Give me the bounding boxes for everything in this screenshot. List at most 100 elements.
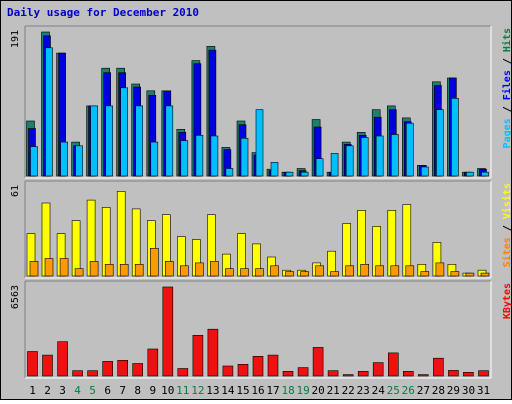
sites-bar-day-22 bbox=[345, 265, 355, 277]
pages-bar-day-9 bbox=[150, 141, 159, 177]
panel-hits-files-pages: 191 Pages / Files / Hits bbox=[10, 25, 512, 179]
day-label-13: 13 bbox=[206, 384, 219, 397]
sites-bar-day-30 bbox=[465, 272, 475, 277]
sites-bar-day-13 bbox=[210, 261, 219, 277]
kbytes-bar-day-31 bbox=[478, 370, 489, 377]
day-label-27: 27 bbox=[417, 384, 430, 397]
panel-hits-files-pages-side-legend: Pages / Files / Hits bbox=[501, 28, 511, 148]
sites-bar-day-16 bbox=[255, 268, 264, 277]
kbytes-bar-day-4 bbox=[72, 370, 83, 377]
panel-visits-sites-ymax-label: 61 bbox=[10, 185, 21, 197]
kbytes-bar-day-16 bbox=[252, 355, 264, 377]
kbytes-bar-day-19 bbox=[297, 367, 309, 377]
kbytes-bar-day-5 bbox=[87, 370, 98, 377]
pages-bar-day-11 bbox=[180, 140, 189, 177]
sites-bar-day-27 bbox=[420, 271, 430, 277]
day-label-21: 21 bbox=[327, 384, 340, 397]
pages-bar-day-19 bbox=[300, 171, 309, 177]
sites-bar-day-5 bbox=[89, 261, 99, 277]
kbytes-bar-day-7 bbox=[117, 359, 128, 377]
kbytes-bar-day-25 bbox=[387, 352, 399, 377]
day-label-6: 6 bbox=[104, 384, 111, 397]
kbytes-bar-day-15 bbox=[237, 363, 249, 377]
pages-bar-day-30 bbox=[466, 171, 474, 177]
kbytes-bar-day-2 bbox=[42, 354, 53, 377]
kbytes-bar-day-11 bbox=[177, 368, 189, 377]
day-label-31: 31 bbox=[477, 384, 490, 397]
sites-bar-day-11 bbox=[180, 265, 189, 277]
legend-label-visits-sites-2: Visits bbox=[501, 183, 511, 219]
pages-bar-day-20 bbox=[315, 158, 324, 177]
sites-bar-day-24 bbox=[375, 265, 385, 277]
sites-bar-day-20 bbox=[315, 265, 324, 277]
kbytes-bar-day-3 bbox=[57, 341, 68, 377]
pages-bar-day-7 bbox=[120, 87, 128, 177]
legend-label-hits-files-pages-3: / bbox=[502, 52, 511, 70]
kbytes-bar-day-18 bbox=[282, 370, 294, 377]
kbytes-bar-day-8 bbox=[132, 363, 143, 377]
day-label-19: 19 bbox=[296, 384, 309, 397]
pages-bar-day-27 bbox=[420, 166, 429, 177]
sites-bar-day-31 bbox=[480, 272, 490, 277]
sites-bar-day-14 bbox=[225, 268, 234, 277]
kbytes-bar-day-28 bbox=[433, 357, 444, 377]
pages-bar-day-13 bbox=[210, 135, 219, 177]
sites-bar-day-9 bbox=[150, 248, 159, 277]
sites-bar-day-8 bbox=[134, 263, 144, 277]
day-label-30: 30 bbox=[462, 384, 475, 397]
pages-bar-day-29 bbox=[451, 98, 459, 177]
visits-bar-day-7 bbox=[116, 191, 126, 277]
sites-bar-day-29 bbox=[450, 271, 460, 277]
legend-label-kbytes-0: KBytes bbox=[502, 283, 511, 319]
sites-bar-day-2 bbox=[44, 258, 54, 277]
chart-title: Daily usage for December 2010 bbox=[7, 6, 199, 19]
pages-bar-day-22 bbox=[345, 145, 354, 177]
sites-bar-day-28 bbox=[435, 262, 445, 277]
sites-bar-day-3 bbox=[59, 258, 69, 277]
legend-label-visits-sites-1: / bbox=[502, 219, 511, 237]
kbytes-bar-day-20 bbox=[312, 347, 324, 377]
day-label-3: 3 bbox=[59, 384, 66, 397]
day-label-5: 5 bbox=[89, 384, 96, 397]
legend-label-visits-sites-0: Sites bbox=[501, 237, 511, 267]
pages-bar-day-14 bbox=[225, 168, 234, 177]
day-label-24: 24 bbox=[372, 384, 386, 397]
legend-label-hits-files-pages-2: Files bbox=[501, 70, 511, 100]
pages-bar-day-16 bbox=[255, 109, 264, 177]
day-label-29: 29 bbox=[447, 384, 460, 397]
day-label-1: 1 bbox=[29, 384, 36, 397]
day-label-10: 10 bbox=[161, 384, 174, 397]
kbytes-bar-day-14 bbox=[222, 365, 234, 377]
day-label-7: 7 bbox=[119, 384, 126, 397]
panel-kbytes-side-legend: KBytes bbox=[502, 283, 511, 319]
pages-bar-day-12 bbox=[195, 135, 204, 177]
sites-bar-day-7 bbox=[119, 263, 129, 277]
pages-bar-day-23 bbox=[360, 137, 369, 177]
pages-bar-day-24 bbox=[375, 135, 384, 177]
sites-bar-day-4 bbox=[74, 268, 84, 277]
pages-bar-day-6 bbox=[105, 105, 113, 177]
kbytes-bar-day-26 bbox=[402, 370, 414, 377]
panel-visits-sites-side-legend: Sites / Visits bbox=[501, 183, 511, 267]
day-label-16: 16 bbox=[251, 384, 264, 397]
panel-kbytes: 6563 KBytes bbox=[10, 280, 512, 379]
pages-bar-day-10 bbox=[165, 105, 174, 177]
kbytes-bar-day-13 bbox=[207, 328, 219, 377]
kbytes-bar-day-12 bbox=[192, 334, 204, 377]
sites-bar-day-26 bbox=[405, 265, 415, 277]
pages-bar-day-25 bbox=[390, 134, 399, 177]
panel-kbytes-ymax-label: 6563 bbox=[10, 285, 21, 309]
sites-bar-day-18 bbox=[285, 271, 294, 277]
visits-bar-day-26 bbox=[402, 204, 412, 277]
kbytes-bar-day-1 bbox=[27, 351, 38, 377]
sites-bar-day-1 bbox=[29, 261, 39, 277]
pages-bar-day-18 bbox=[285, 171, 294, 177]
day-label-12: 12 bbox=[191, 384, 204, 397]
pages-bar-day-4 bbox=[75, 145, 83, 177]
kbytes-bar-day-29 bbox=[448, 370, 459, 377]
day-label-20: 20 bbox=[311, 384, 324, 397]
day-label-15: 15 bbox=[236, 384, 249, 397]
panel-hits-files-pages-ymax-label: 191 bbox=[10, 30, 21, 48]
